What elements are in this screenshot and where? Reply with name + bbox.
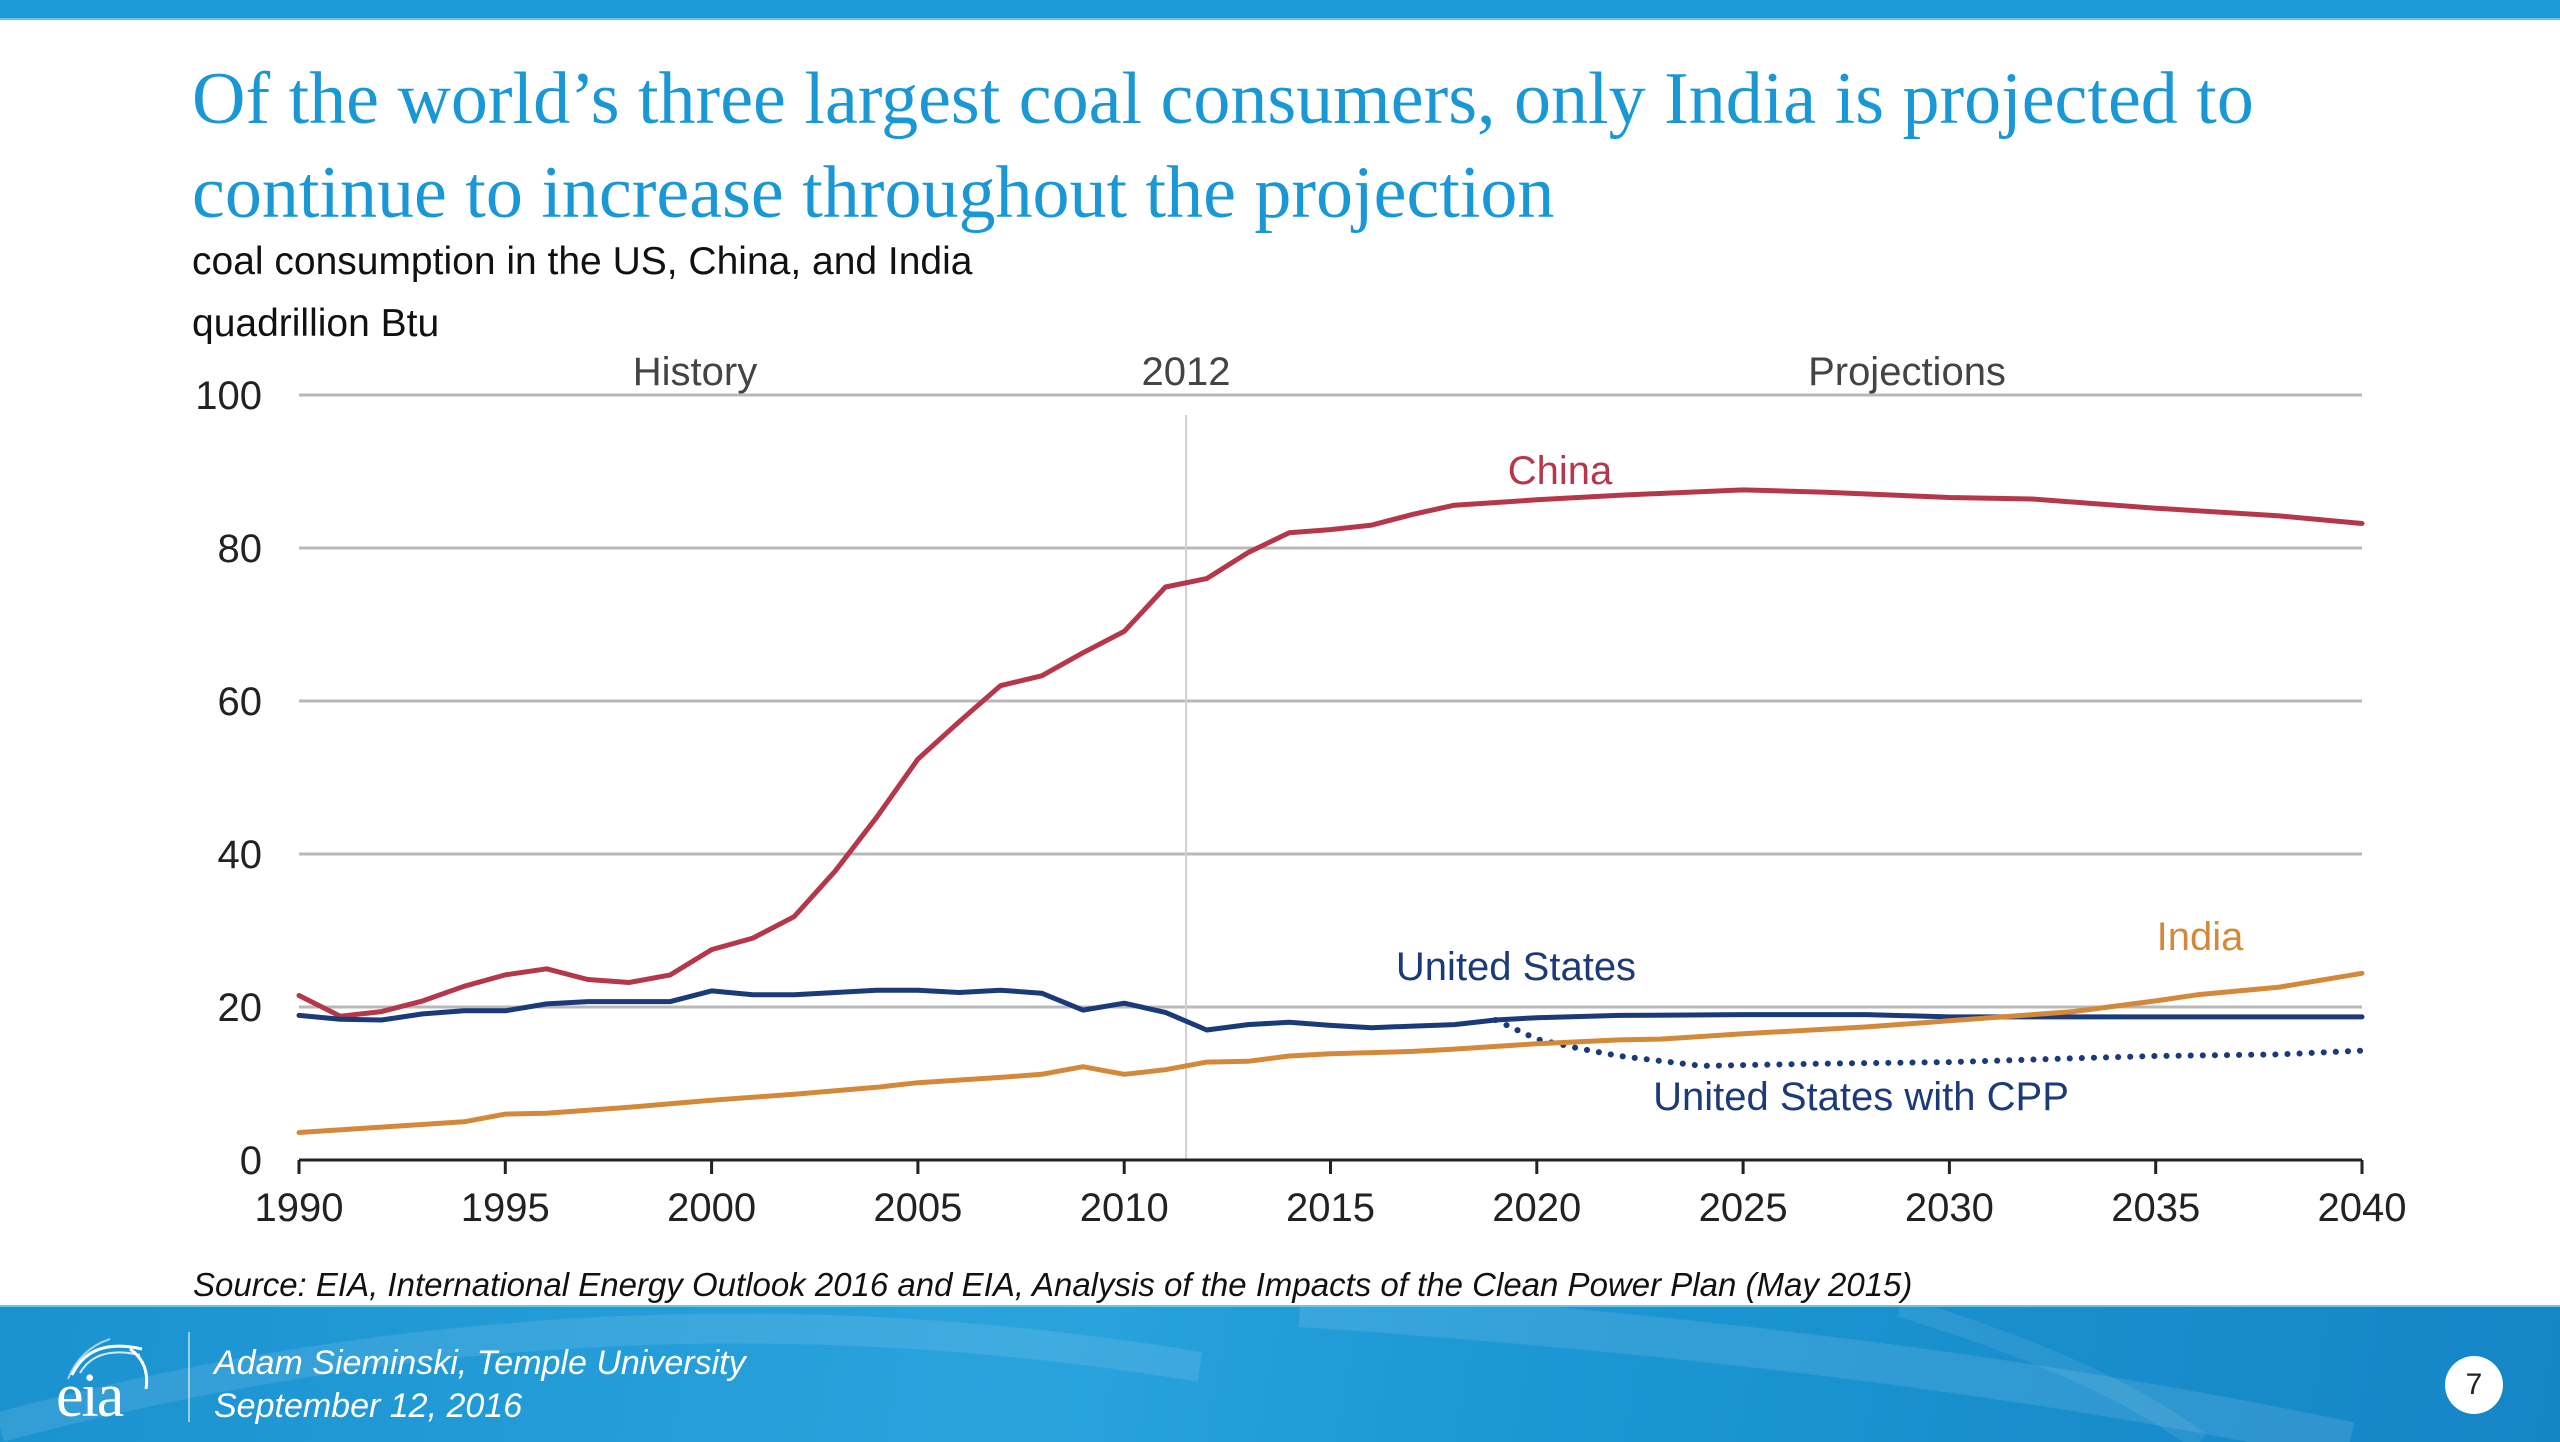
chart-units-label: quadrillion Btu <box>192 302 440 345</box>
chart-subtitle: coal consumption in the US, China, and I… <box>192 240 973 283</box>
series-united-states-with-cpp <box>1492 1017 2365 1069</box>
x-tick-label: 2015 <box>1286 1186 1375 1230</box>
presenter-name: Adam Sieminski, Temple University <box>214 1344 746 1382</box>
history-label: History <box>633 350 757 394</box>
x-tick-label: 2000 <box>667 1186 756 1230</box>
x-tick-label: 2035 <box>2111 1186 2200 1230</box>
eia-logo-text: eia <box>56 1362 124 1430</box>
series-india <box>296 970 2365 1135</box>
series-china <box>296 487 2365 1019</box>
footer-swoosh-decoration <box>0 1307 2355 1442</box>
footer-divider <box>188 1332 190 1422</box>
x-tick-label: 2005 <box>873 1186 962 1230</box>
presentation-date: September 12, 2016 <box>214 1387 523 1425</box>
x-tick-label: 2030 <box>1905 1186 1994 1230</box>
x-tick-label: 2025 <box>1699 1186 1788 1230</box>
x-tick-label: 2020 <box>1492 1186 1581 1230</box>
top-accent-bar <box>0 0 2560 20</box>
page-number: 7 <box>2445 1356 2503 1414</box>
gridlines <box>299 393 2362 1009</box>
footer-bar: eia Adam Sieminski, Temple University Se… <box>0 1305 2560 1442</box>
y-tick-label: 60 <box>218 680 263 724</box>
x-tick-label: 2040 <box>2318 1186 2407 1230</box>
slide-title: Of the world’s three largest coal consum… <box>192 58 2254 234</box>
series-united-states <box>296 987 2365 1033</box>
x-tick-labels: 1990 1995 2000 2005 2010 2015 2020 2025 2030 2035… <box>255 1186 2407 1230</box>
x-tick-label: 1990 <box>255 1186 344 1230</box>
eia-logo: eia <box>50 1329 160 1430</box>
projections-label: Projections <box>1808 350 2006 394</box>
eia-logo-arc-icon <box>67 1338 149 1390</box>
series-lines <box>296 487 2365 1135</box>
source-note: Source: EIA, International Energy Outloo… <box>193 1266 1913 1303</box>
y-tick-label: 40 <box>218 833 263 877</box>
y-tick-label: 80 <box>218 527 263 571</box>
divider-year-label: 2012 <box>1142 350 1231 394</box>
x-axis <box>297 1158 2364 1174</box>
us-cpp-series-label: United States with CPP <box>1653 1075 2069 1119</box>
y-tick-label: 0 <box>240 1139 262 1183</box>
india-series-label: India <box>2157 915 2244 959</box>
us-series-label: United States <box>1396 945 1636 989</box>
y-tick-label: 20 <box>218 986 263 1030</box>
y-tick-label: 100 <box>195 374 262 418</box>
x-tick-label: 1995 <box>461 1186 550 1230</box>
y-tick-labels: 0 20 40 60 80 100 <box>195 374 262 1183</box>
x-tick-label: 2010 <box>1080 1186 1169 1230</box>
china-series-label: China <box>1508 449 1613 493</box>
